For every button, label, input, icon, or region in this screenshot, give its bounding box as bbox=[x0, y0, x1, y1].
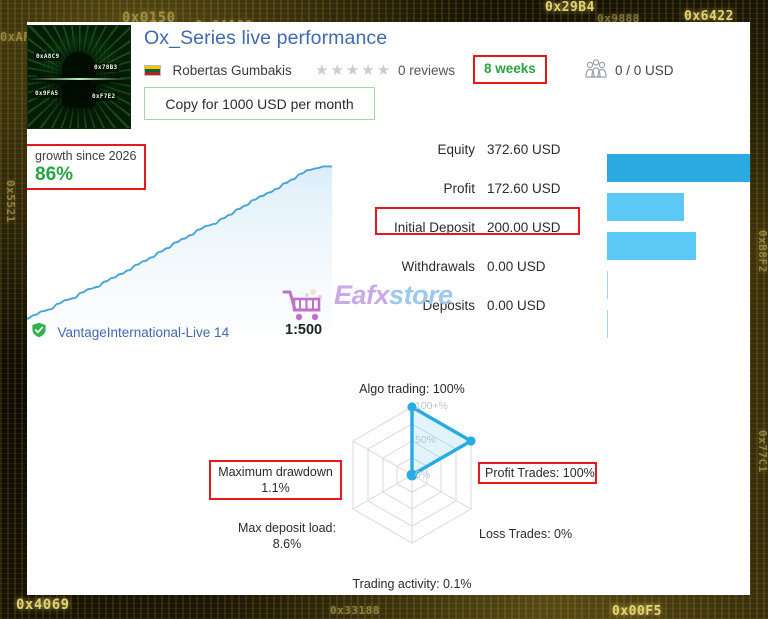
bar-row bbox=[607, 232, 750, 271]
stat-row: Deposits 0.00 USD bbox=[357, 291, 607, 330]
bg-hex-code: 0x00F5 bbox=[612, 604, 662, 619]
stat-label: Initial Deposit bbox=[393, 220, 475, 235]
avatar-hex-code: 0x9FA5 bbox=[33, 89, 61, 98]
broker-name: VantageInternational-Live 14 bbox=[57, 325, 230, 340]
avatar-horizon-line bbox=[28, 78, 130, 80]
bar-row bbox=[607, 193, 750, 232]
bar-row bbox=[607, 154, 750, 193]
bg-hex-code: 0xB8F2 bbox=[756, 230, 768, 273]
stat-label: Withdrawals bbox=[401, 259, 475, 274]
weeks-label: 8 weeks bbox=[484, 61, 536, 76]
avatar-hex-code: 0xA8C9 bbox=[34, 52, 62, 61]
bg-hex-code: 0x4069 bbox=[16, 597, 70, 613]
radar-label-profit-trades: Profit Trades: 100% bbox=[478, 462, 597, 484]
people-group-icon bbox=[584, 58, 608, 83]
author-row[interactable]: Robertas Gumbakis bbox=[144, 62, 292, 80]
bg-hex-code: 0x6422 bbox=[684, 9, 734, 24]
broker-row[interactable]: VantageInternational-Live 14 bbox=[31, 322, 229, 343]
stat-row: Equity 372.60 USD bbox=[357, 135, 607, 174]
avatar: 0xA8C9 0x78B3 0x9FA5 0xF7E2 bbox=[27, 25, 131, 129]
stat-value: 0.00 USD bbox=[487, 298, 546, 313]
radar-label-maximum-drawdown: Maximum drawdown 1.1% bbox=[209, 460, 342, 500]
stat-value: 372.60 USD bbox=[487, 142, 561, 157]
stat-value: 172.60 USD bbox=[487, 181, 561, 196]
bar-row bbox=[607, 271, 750, 310]
lithuania-flag-icon bbox=[144, 65, 161, 77]
stat-value: 200.00 USD bbox=[487, 220, 561, 235]
radar-tick-100: 100+% bbox=[415, 400, 448, 412]
avatar-hex-code: 0x78B3 bbox=[92, 63, 120, 72]
author-name: Robertas Gumbakis bbox=[172, 63, 292, 79]
growth-line-chart bbox=[27, 165, 332, 332]
bar-initial-deposit bbox=[607, 232, 696, 260]
stat-row: Withdrawals 0.00 USD bbox=[357, 252, 607, 291]
stat-label: Profit bbox=[443, 181, 475, 196]
growth-value: 86% bbox=[35, 164, 74, 185]
copies-count: 0 / 0 USD bbox=[615, 63, 674, 78]
weeks-badge: 8 weeks bbox=[473, 55, 547, 84]
reviews-count[interactable]: 0 reviews bbox=[398, 63, 456, 78]
verified-check-icon bbox=[31, 322, 47, 343]
growth-label: growth since 2026 bbox=[35, 149, 137, 163]
stat-row: Initial Deposit 200.00 USD bbox=[357, 213, 607, 252]
performance-card: 0xA8C9 0x78B3 0x9FA5 0xF7E2 Ox_Series li… bbox=[27, 22, 750, 595]
stat-label: Equity bbox=[437, 142, 475, 157]
copy-button-label: Copy for 1000 USD per month bbox=[165, 95, 354, 112]
copy-subscribe-button[interactable]: Copy for 1000 USD per month bbox=[144, 87, 375, 120]
radar-tick-50: 50% bbox=[415, 434, 437, 446]
radar-label-trading-activity: Trading activity: 0.1% bbox=[352, 577, 472, 591]
max-deposit-load-title: Max deposit load: bbox=[238, 521, 336, 535]
radar-label-algo-trading: Algo trading: 100% bbox=[359, 382, 465, 396]
stat-value: 0.00 USD bbox=[487, 259, 546, 274]
statistics-radar-chart: 100+% 50% 0% Algo trading: 100% Profit T… bbox=[197, 377, 597, 592]
stats-list: Equity 372.60 USD Profit 172.60 USD Init… bbox=[357, 135, 607, 330]
max-deposit-load-value: 8.6% bbox=[272, 537, 302, 551]
maximum-drawdown-title: Maximum drawdown bbox=[218, 465, 333, 479]
leverage-value: 1:500 bbox=[285, 322, 323, 338]
bg-hex-code: 0x5521 bbox=[4, 180, 17, 223]
bar-deposits bbox=[607, 310, 608, 338]
growth-badge: growth since 2026 86% bbox=[27, 144, 147, 190]
radar-label-loss-trades: Loss Trades: 0% bbox=[479, 527, 573, 541]
bar-profit bbox=[607, 193, 684, 221]
page-title: Ox_Series live performance bbox=[144, 27, 388, 49]
bar-equity bbox=[607, 154, 750, 182]
balance-bar-chart bbox=[607, 154, 750, 349]
maximum-drawdown-value: 1.1% bbox=[261, 481, 290, 495]
bg-hex-code: 0x29B4 bbox=[545, 0, 595, 15]
bar-withdrawals bbox=[607, 271, 608, 299]
initial-deposit-highlight-box bbox=[375, 207, 580, 235]
radar-tick-0: 0% bbox=[415, 469, 431, 481]
avatar-hex-code: 0xF7E2 bbox=[90, 92, 118, 101]
stat-row: Profit 172.60 USD bbox=[357, 174, 607, 213]
bg-hex-code: 0x33188 bbox=[330, 604, 380, 617]
bg-hex-code: 0x77C1 bbox=[756, 430, 768, 473]
stat-label: Deposits bbox=[422, 298, 475, 313]
bg-hex-code: 0x9888 bbox=[597, 12, 640, 25]
bar-row bbox=[607, 310, 750, 349]
radar-label-max-deposit-load: Max deposit load: 8.6% bbox=[222, 520, 352, 552]
star-rating: ★★★★★ bbox=[315, 62, 393, 79]
